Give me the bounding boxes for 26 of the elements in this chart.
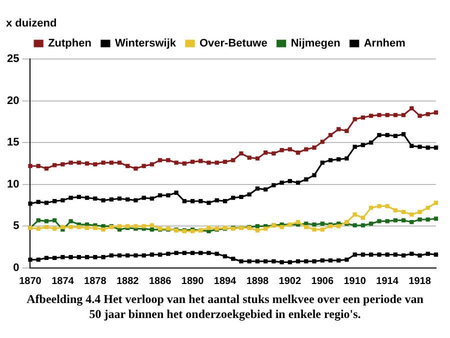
x-tick-label: 1878 bbox=[84, 276, 107, 287]
legend-label: Nijmegen bbox=[290, 38, 341, 50]
legend-label: Winterswijk bbox=[114, 38, 177, 50]
x-tick-label: 1874 bbox=[52, 276, 74, 287]
x-tick-label: 1882 bbox=[116, 276, 140, 287]
x-tick-label: 1906 bbox=[311, 276, 334, 287]
x-tick-label: 1894 bbox=[214, 276, 237, 287]
x-tick-label: 1914 bbox=[376, 276, 399, 287]
text: Afbeelding 4.4 Het verloop van het aantal stuks melkvee over een periode van 50 jaar binnen het onderzoekgebied in enkele regio's. bbox=[26, 292, 424, 322]
y-tick-label: 0 bbox=[13, 262, 20, 274]
legend-label: Over-Betuwe bbox=[199, 38, 268, 50]
x-tick-label: 1886 bbox=[148, 276, 172, 287]
x-tick-label: 1910 bbox=[344, 276, 366, 287]
x-tick-label: 1918 bbox=[408, 276, 432, 287]
y-tick-label: 15 bbox=[6, 136, 20, 149]
legend-label: Zutphen bbox=[48, 38, 92, 50]
x-tick-label: 1902 bbox=[278, 276, 302, 287]
y-axis-title: x duizend bbox=[6, 18, 57, 30]
y-tick-label: 5 bbox=[13, 220, 20, 232]
x-tick-label: 1890 bbox=[181, 276, 204, 287]
x-tick-label: 1898 bbox=[246, 276, 270, 287]
y-tick-label: 25 bbox=[6, 53, 20, 66]
x-tick-label: 1870 bbox=[19, 276, 42, 287]
y-tick-label: 10 bbox=[6, 178, 20, 190]
y-tick-label: 20 bbox=[6, 94, 20, 107]
legend-label: Arnhem bbox=[364, 38, 406, 50]
